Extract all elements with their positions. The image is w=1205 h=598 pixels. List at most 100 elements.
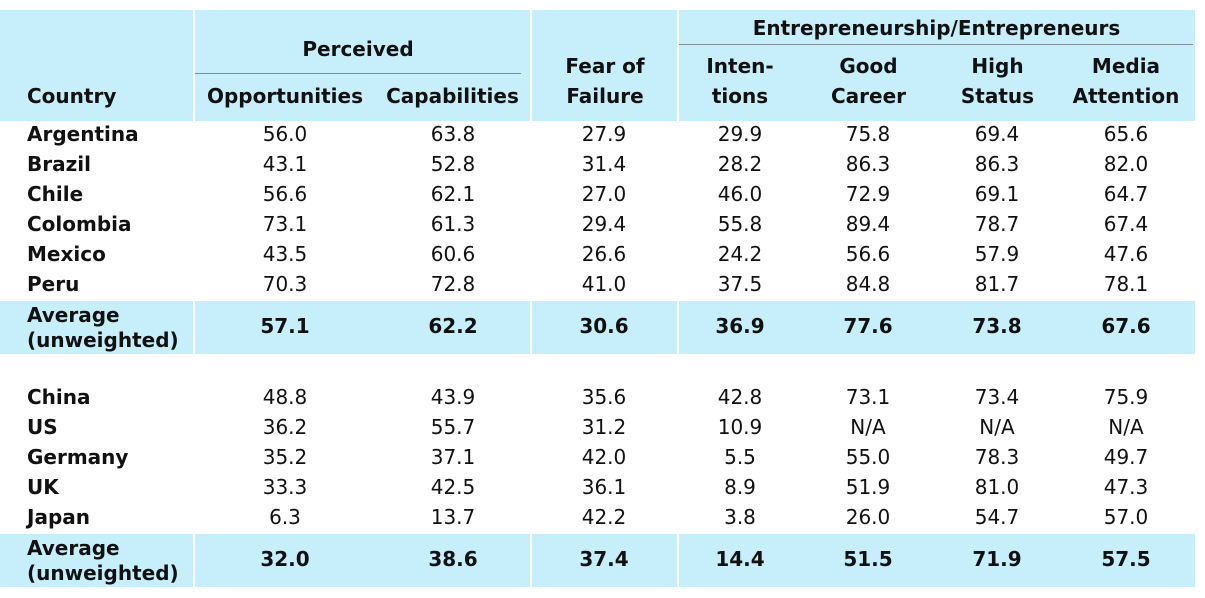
value-cell: N/A (1108, 415, 1144, 439)
value-cell: 46.0 (717, 182, 763, 206)
value-cell: 84.8 (845, 272, 891, 296)
value-cell: 57.0 (1103, 505, 1149, 529)
value-cell: 42.5 (430, 475, 476, 499)
value-cell: 43.1 (262, 152, 308, 176)
header-media-line1: Media (1091, 54, 1161, 78)
value-cell: 75.8 (845, 122, 891, 146)
table-row: Chile 56.6 62.1 27.0 46.0 72.9 69.1 64.7 (0, 179, 1195, 209)
table-row: Mexico 43.5 60.6 26.6 24.2 56.6 57.9 47.6 (0, 239, 1195, 269)
header-perceived: Perceived (302, 37, 414, 61)
value-cell: 56.6 (262, 182, 308, 206)
value-cell: 67.4 (1103, 212, 1149, 236)
value-cell: 75.9 (1103, 385, 1149, 409)
average-value: 38.6 (428, 547, 478, 571)
average-value: 37.4 (579, 547, 629, 571)
header-high-line1: High (971, 54, 1024, 78)
value-cell: 31.4 (581, 152, 627, 176)
value-cell: 13.7 (430, 505, 476, 529)
value-cell: 27.0 (581, 182, 627, 206)
average-label-sub: (unweighted) (27, 328, 179, 352)
value-cell: 27.9 (581, 122, 627, 146)
country-name: Peru (27, 272, 80, 296)
value-cell: 29.4 (581, 212, 627, 236)
average-value: 51.5 (843, 547, 893, 571)
average-value: 67.6 (1101, 314, 1151, 338)
value-cell: 37.1 (430, 445, 476, 469)
average-label-sub: (unweighted) (27, 561, 179, 585)
value-cell: 29.9 (717, 122, 763, 146)
value-cell: N/A (979, 415, 1015, 439)
value-cell: 55.0 (845, 445, 891, 469)
value-cell: 60.6 (430, 242, 476, 266)
value-cell: 42.2 (581, 505, 627, 529)
country-name: Argentina (27, 122, 139, 146)
country-name: UK (27, 475, 59, 499)
header-media-line2: Attention (1072, 84, 1180, 108)
value-cell: 86.3 (845, 152, 891, 176)
header-good-line2: Career (830, 84, 907, 108)
value-cell: 73.1 (262, 212, 308, 236)
perceived-underline (195, 73, 521, 74)
header-intentions-line1: Inten- (706, 54, 774, 78)
value-cell: 24.2 (717, 242, 763, 266)
value-cell: 42.0 (581, 445, 627, 469)
value-cell: 41.0 (581, 272, 627, 296)
table-row: Colombia 73.1 61.3 29.4 55.8 89.4 78.7 67.4 (0, 209, 1195, 239)
header-country: Country (27, 84, 117, 108)
value-cell: 36.2 (262, 415, 308, 439)
value-cell: 55.8 (717, 212, 763, 236)
value-cell: 3.8 (724, 505, 756, 529)
value-cell: 81.7 (974, 272, 1020, 296)
value-cell: 86.3 (974, 152, 1020, 176)
value-cell: 56.6 (845, 242, 891, 266)
value-cell: 36.1 (581, 475, 627, 499)
value-cell: 49.7 (1103, 445, 1149, 469)
value-cell: 52.8 (430, 152, 476, 176)
header-entrepreneurship: Entrepreneurship/Entrepreneurs (752, 16, 1121, 40)
value-cell: 73.4 (974, 385, 1020, 409)
average-value: 57.1 (260, 314, 310, 338)
country-name: Chile (27, 182, 84, 206)
value-cell: 47.6 (1103, 242, 1149, 266)
value-cell: 82.0 (1103, 152, 1149, 176)
country-name: Japan (27, 505, 90, 529)
average-value: 36.9 (715, 314, 765, 338)
average-value: 62.2 (428, 314, 478, 338)
average-value: 30.6 (579, 314, 629, 338)
value-cell: 28.2 (717, 152, 763, 176)
value-cell: 78.7 (974, 212, 1020, 236)
value-cell: 26.0 (845, 505, 891, 529)
average-value: 71.9 (972, 547, 1022, 571)
value-cell: 65.6 (1103, 122, 1149, 146)
header-fear-line2: Failure (566, 84, 644, 108)
header-band (0, 10, 1195, 121)
header-fear-line1: Fear of (565, 54, 645, 78)
value-cell: 47.3 (1103, 475, 1149, 499)
country-name: US (27, 415, 58, 439)
value-cell: 78.3 (974, 445, 1020, 469)
value-cell: 73.1 (845, 385, 891, 409)
table-row: Peru 70.3 72.8 41.0 37.5 84.8 81.7 78.1 (0, 269, 1195, 299)
value-cell: 51.9 (845, 475, 891, 499)
country-name: Brazil (27, 152, 91, 176)
value-cell: 72.8 (430, 272, 476, 296)
average-label: Average (27, 536, 120, 560)
country-name: Germany (27, 445, 129, 469)
value-cell: 35.2 (262, 445, 308, 469)
value-cell: 63.8 (430, 122, 476, 146)
value-cell: 61.3 (430, 212, 476, 236)
value-cell: 72.9 (845, 182, 891, 206)
column-separator (677, 10, 679, 588)
value-cell: 78.1 (1103, 272, 1149, 296)
value-cell: 43.9 (430, 385, 476, 409)
value-cell: 31.2 (581, 415, 627, 439)
country-name: China (27, 385, 91, 409)
header-good-line1: Good (839, 54, 898, 78)
average-row (0, 534, 1195, 587)
table-row: China 48.8 43.9 35.6 42.8 73.1 73.4 75.9 (0, 382, 1195, 412)
average-row (0, 301, 1195, 354)
value-cell: 35.6 (581, 385, 627, 409)
value-cell: 89.4 (845, 212, 891, 236)
value-cell: 10.9 (717, 415, 763, 439)
